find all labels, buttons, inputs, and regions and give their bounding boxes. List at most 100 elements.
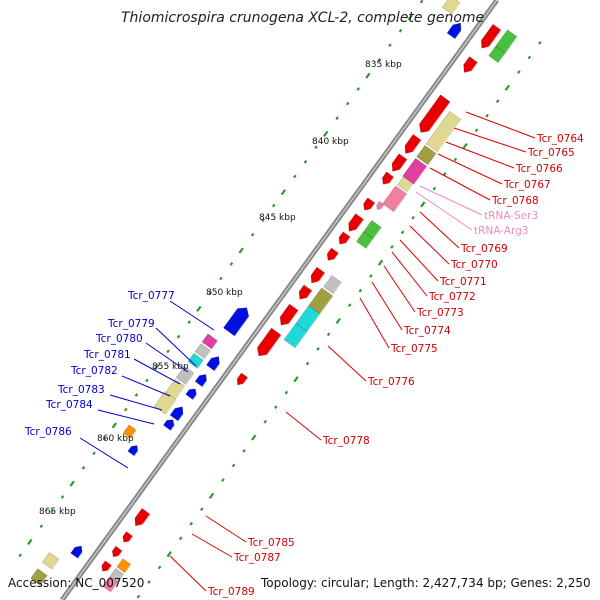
leader-line <box>465 111 536 139</box>
gene-feature[interactable] <box>42 552 60 570</box>
gene-feature[interactable] <box>308 266 326 286</box>
ruler-dot <box>111 422 118 429</box>
ruler-dot <box>136 594 141 599</box>
gene-label[interactable]: Tcr_0773 <box>416 307 464 319</box>
ruler-dot <box>293 174 297 179</box>
gene-feature[interactable] <box>416 94 451 136</box>
gene-feature[interactable] <box>356 231 374 249</box>
gene-label[interactable]: Tcr_0770 <box>450 259 498 271</box>
gene-label[interactable]: Tcr_0775 <box>390 343 438 355</box>
ruler-dot-tracks <box>18 0 542 599</box>
gene-label[interactable]: Tcr_0768 <box>491 195 539 207</box>
leader-line <box>437 153 503 185</box>
gene-feature[interactable] <box>345 213 365 234</box>
gene-feature[interactable] <box>30 568 48 586</box>
gene-label[interactable]: Tcr_0764 <box>536 133 584 145</box>
gene-label[interactable]: Tcr_0787 <box>233 552 281 564</box>
gene-feature-bevel <box>39 575 48 586</box>
gene-feature[interactable] <box>254 327 282 359</box>
ruler-dot <box>187 320 191 325</box>
ruler-dot <box>250 232 255 237</box>
gene-feature[interactable] <box>361 197 376 213</box>
gene-feature[interactable] <box>425 110 462 153</box>
gene-feature[interactable] <box>401 133 422 156</box>
gene-label[interactable]: Tcr_0785 <box>247 537 295 549</box>
gene-feature[interactable] <box>194 343 212 360</box>
gene-feature[interactable] <box>382 185 408 213</box>
gene-feature[interactable] <box>201 333 219 350</box>
gene-label[interactable]: Tcr_0780 <box>95 333 143 345</box>
ruler-dot <box>407 14 413 21</box>
gene-feature[interactable] <box>70 543 85 559</box>
gene-label[interactable]: Tcr_0771 <box>439 276 487 288</box>
gene-feature[interactable] <box>127 443 140 457</box>
gene-feature[interactable] <box>323 275 342 295</box>
gene-label[interactable]: Tcr_0789 <box>207 586 255 598</box>
gene-label[interactable]: Tcr_0784 <box>45 399 93 411</box>
gene-feature[interactable] <box>277 303 299 328</box>
gene-feature[interactable] <box>169 404 186 422</box>
gene-feature[interactable] <box>389 153 408 174</box>
gene-label[interactable]: Tcr_0777 <box>127 290 175 302</box>
ruler-dot <box>369 274 373 278</box>
gene-feature-bevel <box>352 219 365 235</box>
gene-feature[interactable] <box>380 171 395 187</box>
ruler-dot <box>284 390 289 395</box>
gene-feature[interactable] <box>206 354 222 372</box>
gene-feature[interactable] <box>402 157 428 185</box>
gene-feature[interactable] <box>131 507 151 528</box>
gene-feature[interactable] <box>185 386 199 401</box>
gene-feature-bevel <box>174 385 186 400</box>
gene-label[interactable]: Tcr_0766 <box>515 163 563 175</box>
gene-label[interactable]: Tcr_0774 <box>403 325 451 337</box>
gene-feature[interactable] <box>116 558 132 574</box>
gene-label[interactable]: Tcr_0767 <box>503 179 551 191</box>
gene-feature[interactable] <box>234 372 249 387</box>
gene-label[interactable]: Tcr_0772 <box>428 291 476 303</box>
gene-feature[interactable] <box>397 176 414 193</box>
gene-feature[interactable] <box>283 323 308 349</box>
gene-feature[interactable] <box>495 29 518 54</box>
gene-label[interactable]: Tcr_0765 <box>527 147 575 159</box>
gene-label[interactable]: Tcr_0776 <box>367 376 415 388</box>
gene-feature[interactable] <box>446 20 464 40</box>
gene-feature-bevel <box>379 204 385 212</box>
gene-feature[interactable] <box>223 304 252 337</box>
leader-line <box>415 191 473 231</box>
gene-feature[interactable] <box>308 287 334 315</box>
gene-label[interactable]: Tcr_0786 <box>24 426 72 438</box>
gene-feature[interactable] <box>120 531 134 545</box>
gene-feature[interactable] <box>324 247 340 263</box>
gene-label[interactable]: Tcr_0779 <box>107 318 155 330</box>
trna-label[interactable]: tRNA-Arg3 <box>474 225 528 237</box>
gene-feature[interactable] <box>478 23 502 51</box>
gene-label[interactable]: Tcr_0781 <box>83 349 131 361</box>
gene-label[interactable]: Tcr_0769 <box>460 243 508 255</box>
gene-label[interactable]: Tcr_0778 <box>322 435 370 447</box>
gene-label[interactable]: Tcr_0782 <box>70 365 118 377</box>
ruler-dot <box>124 407 128 412</box>
gene-feature[interactable] <box>460 56 479 76</box>
gene-feature[interactable] <box>336 231 351 247</box>
gene-feature[interactable] <box>102 576 119 593</box>
gene-feature[interactable] <box>99 560 113 574</box>
gene-feature[interactable] <box>375 200 385 211</box>
gene-feature[interactable] <box>163 417 176 431</box>
gene-feature[interactable] <box>122 424 137 439</box>
gene-feature-bevel <box>285 310 299 329</box>
gene-feature[interactable] <box>110 545 123 559</box>
gene-feature[interactable] <box>109 568 125 583</box>
gene-feature[interactable] <box>296 284 313 302</box>
trna-label[interactable]: tRNA-Ser3 <box>484 210 538 222</box>
gene-feature[interactable] <box>416 144 437 166</box>
gene-feature[interactable] <box>194 372 209 388</box>
gene-feature[interactable] <box>175 365 195 386</box>
gene-feature[interactable] <box>488 45 506 64</box>
gene-feature[interactable] <box>153 391 177 415</box>
gene-feature-bevel <box>117 573 125 583</box>
gene-feature[interactable] <box>363 220 382 240</box>
gene-label[interactable]: Tcr_0783 <box>57 384 105 396</box>
ruler-label: 840 kbp <box>312 137 349 147</box>
gene-feature[interactable] <box>187 352 205 369</box>
gene-feature[interactable] <box>441 0 461 15</box>
